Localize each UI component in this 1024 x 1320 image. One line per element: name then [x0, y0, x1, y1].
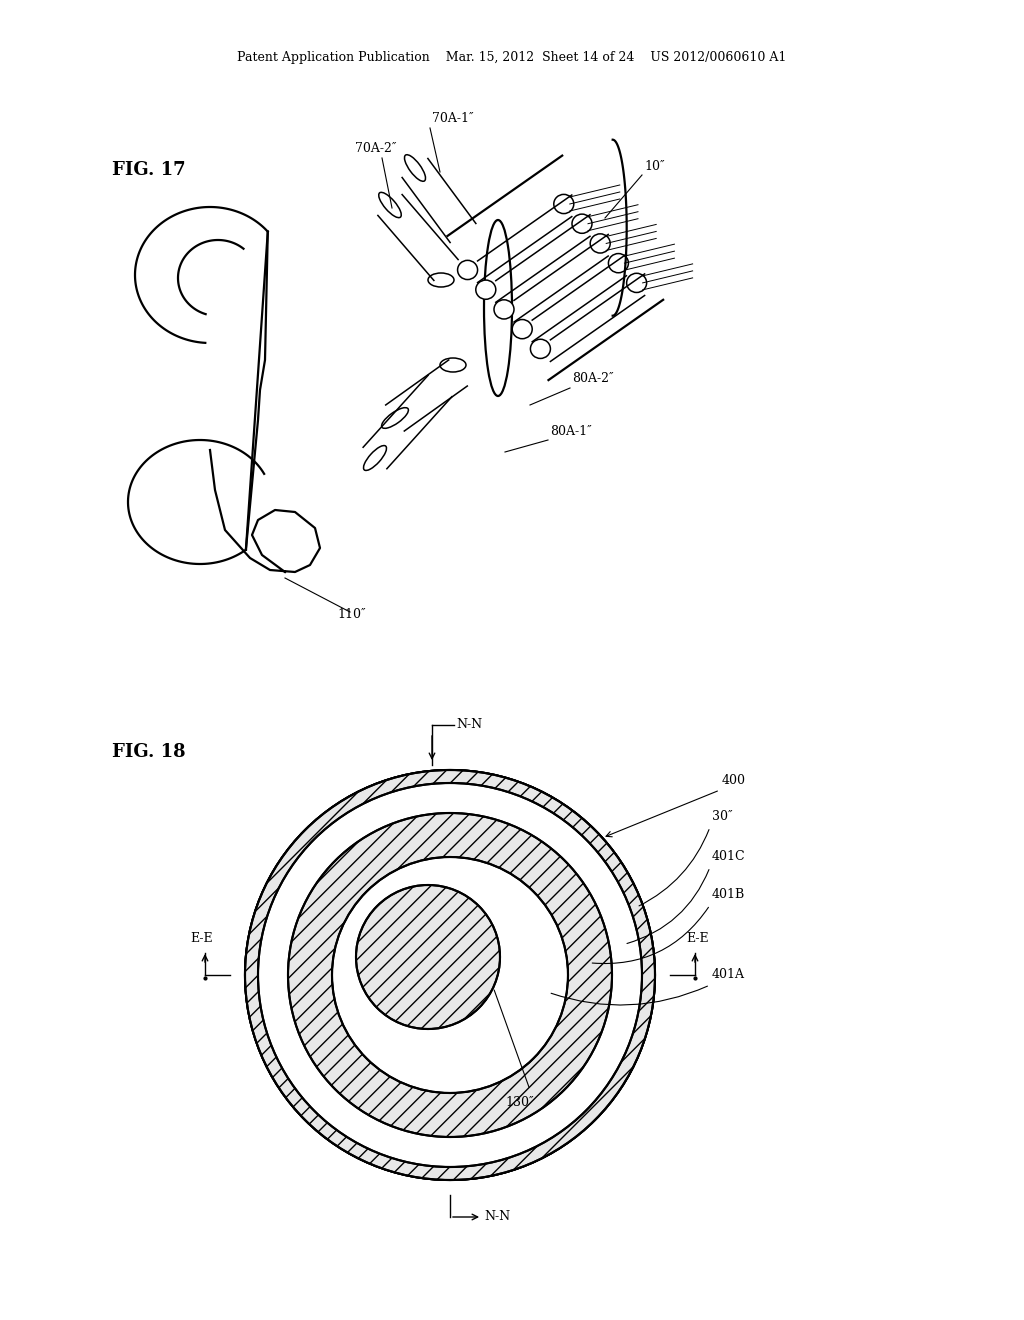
Ellipse shape	[627, 273, 646, 293]
Ellipse shape	[512, 319, 532, 339]
Ellipse shape	[530, 339, 551, 359]
Text: 401B: 401B	[712, 888, 745, 902]
Text: 401A: 401A	[712, 969, 745, 982]
Text: E-E: E-E	[190, 932, 213, 945]
Ellipse shape	[554, 194, 573, 214]
Text: E-E: E-E	[687, 932, 710, 945]
Text: 401C: 401C	[712, 850, 745, 863]
Circle shape	[356, 884, 500, 1030]
Circle shape	[258, 783, 642, 1167]
Text: 80A-1″: 80A-1″	[550, 425, 592, 438]
Text: 70A-2″: 70A-2″	[355, 143, 396, 154]
Ellipse shape	[608, 253, 629, 273]
Text: 130″: 130″	[505, 1097, 534, 1110]
Ellipse shape	[590, 234, 610, 253]
Text: N-N: N-N	[456, 718, 482, 731]
Circle shape	[258, 783, 642, 1167]
Circle shape	[258, 783, 642, 1167]
Text: 80A-2″: 80A-2″	[572, 372, 613, 385]
Ellipse shape	[404, 154, 426, 181]
Ellipse shape	[572, 214, 592, 234]
Ellipse shape	[458, 260, 477, 280]
Circle shape	[258, 783, 642, 1167]
Circle shape	[245, 770, 655, 1180]
Text: Patent Application Publication    Mar. 15, 2012  Sheet 14 of 24    US 2012/00606: Patent Application Publication Mar. 15, …	[238, 51, 786, 65]
Text: 400: 400	[722, 774, 746, 787]
Ellipse shape	[428, 273, 454, 286]
Text: FIG. 17: FIG. 17	[112, 161, 185, 180]
Ellipse shape	[379, 193, 401, 218]
Ellipse shape	[476, 280, 496, 300]
Text: 30″: 30″	[712, 810, 732, 824]
Circle shape	[245, 770, 655, 1180]
Text: FIG. 18: FIG. 18	[112, 743, 185, 762]
Circle shape	[332, 857, 568, 1093]
Ellipse shape	[382, 408, 409, 429]
Text: 10″: 10″	[644, 160, 665, 173]
Circle shape	[245, 770, 655, 1180]
Text: N-N: N-N	[484, 1210, 510, 1224]
Text: 70A-1″: 70A-1″	[432, 112, 474, 125]
Circle shape	[288, 813, 612, 1137]
Ellipse shape	[440, 358, 466, 372]
Ellipse shape	[494, 300, 514, 319]
Text: 110″: 110″	[338, 609, 367, 620]
Ellipse shape	[364, 446, 386, 470]
Ellipse shape	[484, 220, 512, 396]
Circle shape	[258, 783, 642, 1167]
Circle shape	[332, 857, 568, 1093]
Circle shape	[258, 783, 642, 1167]
